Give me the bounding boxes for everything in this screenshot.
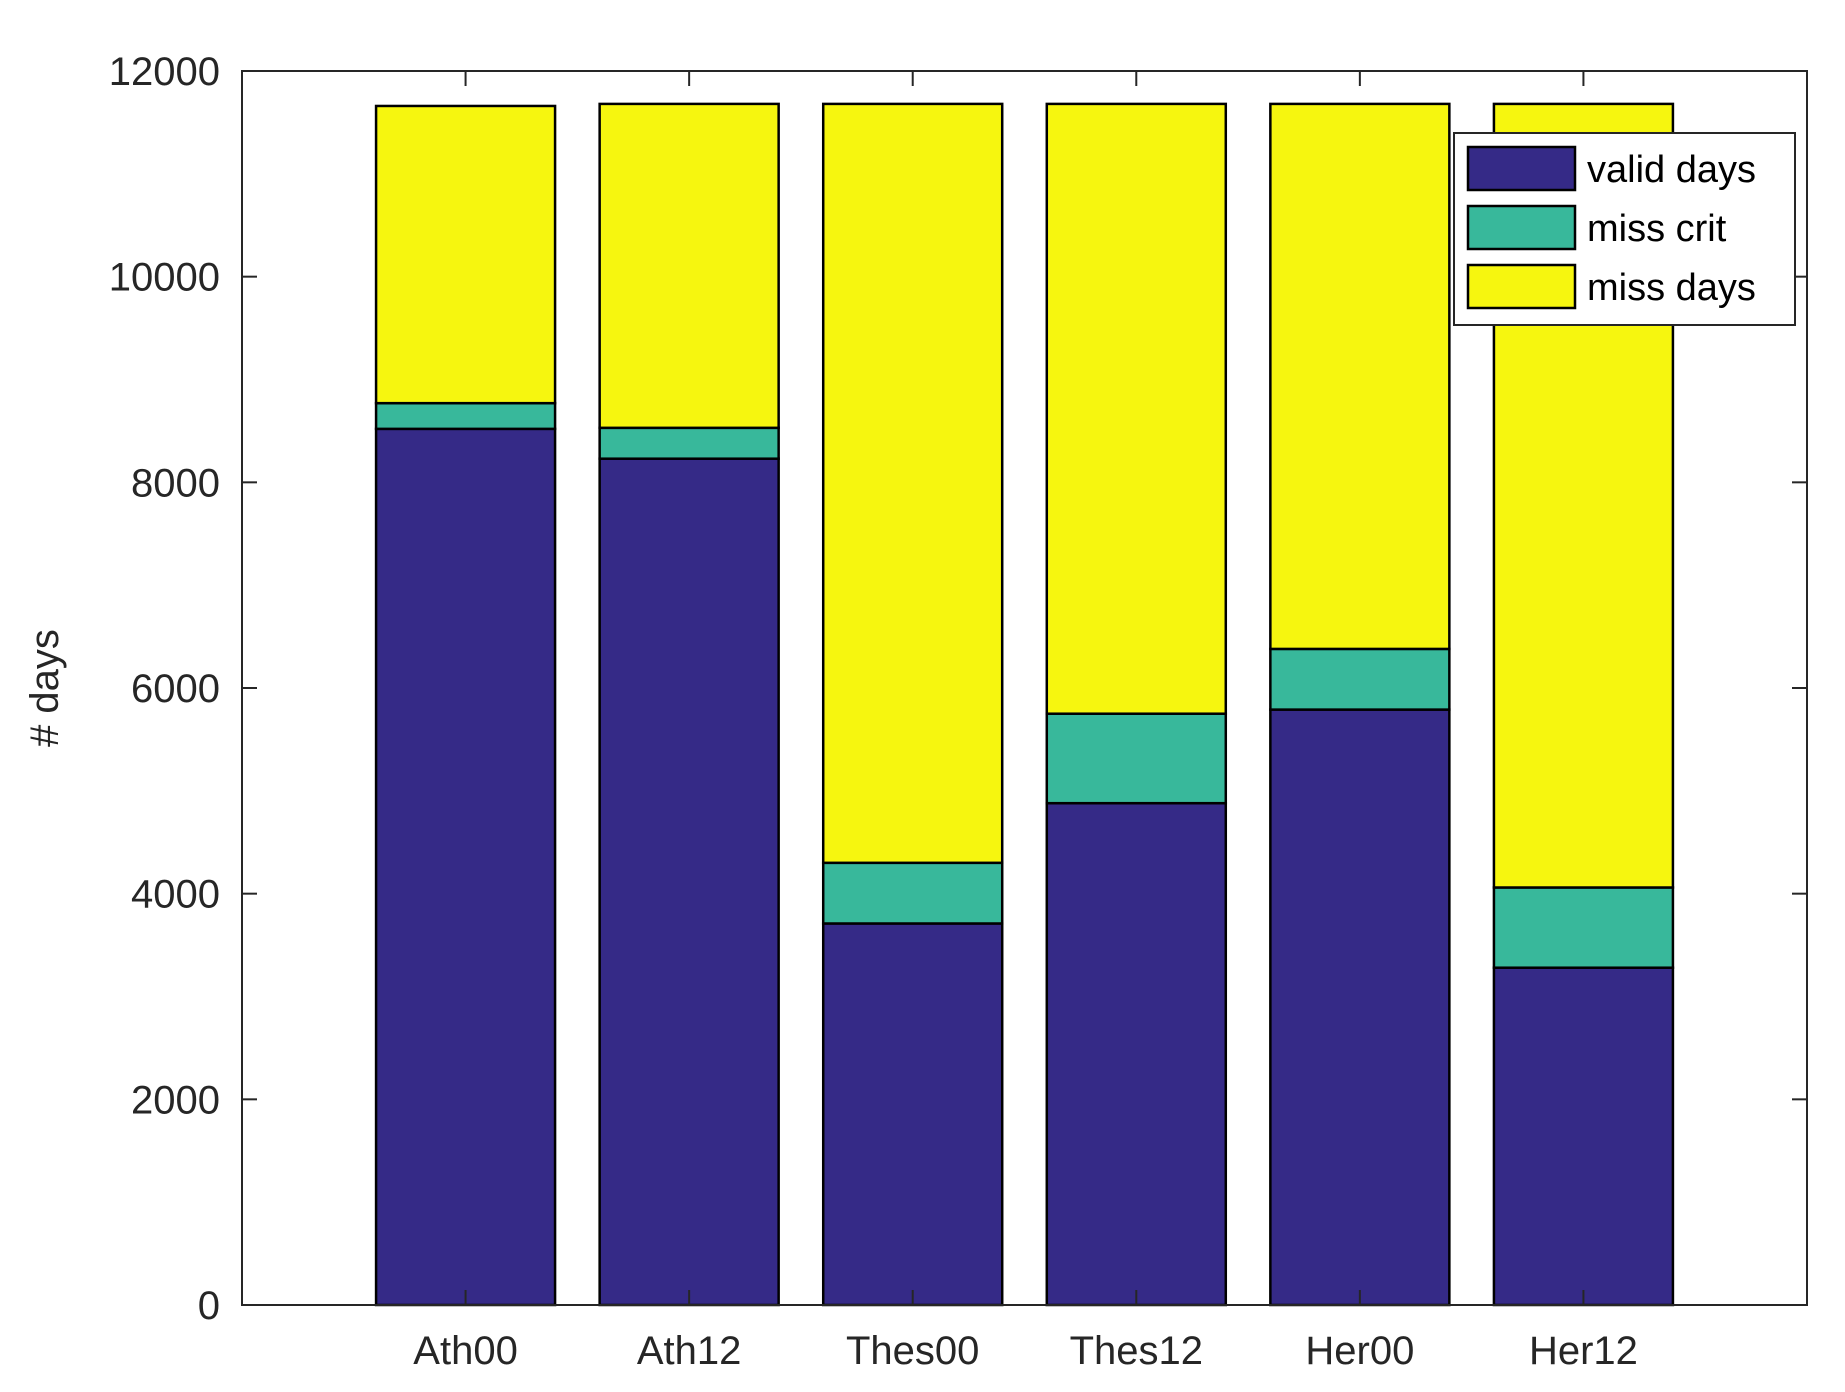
bar-Thes12-valid-days — [1045, 801, 1228, 1307]
bar-Her00-miss-crit — [1269, 647, 1451, 711]
y-tick-label: 10000 — [109, 256, 220, 300]
y-tick-label: 4000 — [131, 873, 220, 917]
legend-label: miss days — [1587, 267, 1756, 309]
y-tick-label: 6000 — [131, 667, 220, 711]
x-tick-label: Thes00 — [846, 1329, 979, 1373]
y-tick-label: 8000 — [131, 461, 220, 505]
y-tick-label: 2000 — [131, 1078, 220, 1122]
bar-Ath12-miss-days — [598, 102, 780, 430]
legend-label: miss crit — [1587, 208, 1727, 250]
y-axis: 0 2000 4000 6000 8000 10000 12000 — [109, 50, 1807, 1328]
bar-Her12-miss-crit — [1492, 886, 1675, 969]
x-tick-label: Her00 — [1305, 1329, 1414, 1373]
bars-group — [374, 102, 1675, 1307]
x-tick-label: Ath00 — [413, 1329, 518, 1373]
x-axis: Ath00 Ath12 Thes00 Thes12 Her00 Her12 — [413, 71, 1638, 1373]
bar-Ath00-valid-days — [374, 427, 557, 1307]
bar-Ath00-miss-days — [374, 104, 557, 405]
legend: valid days miss crit miss days — [1453, 132, 1796, 326]
legend-swatch — [1466, 263, 1577, 310]
bar-Her12-valid-days — [1492, 966, 1675, 1307]
y-axis-label: # days — [23, 629, 67, 747]
bar-Ath12-valid-days — [598, 457, 780, 1307]
bar-Ath00-miss-crit — [374, 401, 557, 431]
legend-label: valid days — [1587, 149, 1756, 191]
bar-Thes12-miss-crit — [1045, 712, 1228, 805]
bar-Thes12-miss-days — [1045, 102, 1228, 715]
x-tick-label: Her12 — [1529, 1329, 1638, 1373]
bar-Her00-valid-days — [1269, 708, 1451, 1307]
bar-Thes00-miss-crit — [821, 861, 1004, 925]
x-tick-label: Ath12 — [637, 1329, 742, 1373]
bar-Ath12-miss-crit — [598, 426, 780, 460]
bar-Her00-miss-days — [1269, 102, 1451, 651]
legend-swatch — [1466, 145, 1577, 192]
x-tick-label: Thes12 — [1070, 1329, 1203, 1373]
y-tick-label: 0 — [198, 1284, 220, 1328]
bar-Thes00-miss-days — [821, 102, 1004, 865]
legend-swatch — [1466, 204, 1577, 251]
bar-Thes00-valid-days — [821, 922, 1004, 1307]
y-tick-label: 12000 — [109, 50, 220, 94]
